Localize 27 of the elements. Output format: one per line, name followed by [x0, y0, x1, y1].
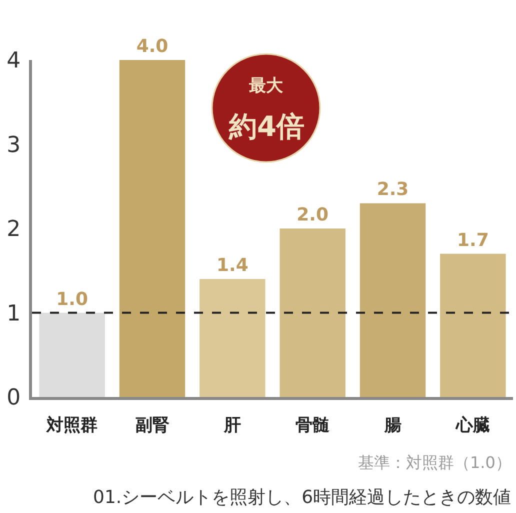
x-tick-label: 対照群 [46, 415, 98, 436]
y-tick-label: 4 [6, 48, 21, 74]
bar [280, 228, 346, 397]
data-label: 2.3 [376, 179, 409, 200]
x-tick-label: 骨髄 [296, 415, 331, 436]
bar [200, 279, 266, 397]
data-label: 4.0 [136, 36, 168, 57]
y-tick-label: 1 [6, 301, 21, 326]
x-tick-label: 腸 [383, 415, 402, 436]
bar [119, 60, 186, 397]
data-label: 1.7 [456, 230, 489, 251]
text: 01.シーベルトを照射し、6時間経過したときの数値 [93, 487, 512, 508]
annotation: 最大 [248, 76, 284, 96]
y-tick-label: 0 [6, 386, 21, 411]
x-tick-label: 副腎 [135, 415, 170, 436]
y-tick-label: 3 [6, 132, 21, 158]
x-tick-label: 肝 [222, 415, 241, 436]
y-tick-label: 2 [6, 217, 21, 242]
bar [360, 203, 426, 397]
text: 基準：対照群（1.0） [358, 453, 512, 472]
x-tick-label: 心臓 [454, 415, 490, 436]
data-label: 1.4 [216, 255, 248, 276]
data-label: 1.0 [56, 288, 88, 310]
bar [440, 254, 506, 397]
bar [39, 312, 105, 397]
annotation: 約4倍 [228, 110, 304, 143]
data-label: 2.0 [296, 204, 329, 226]
